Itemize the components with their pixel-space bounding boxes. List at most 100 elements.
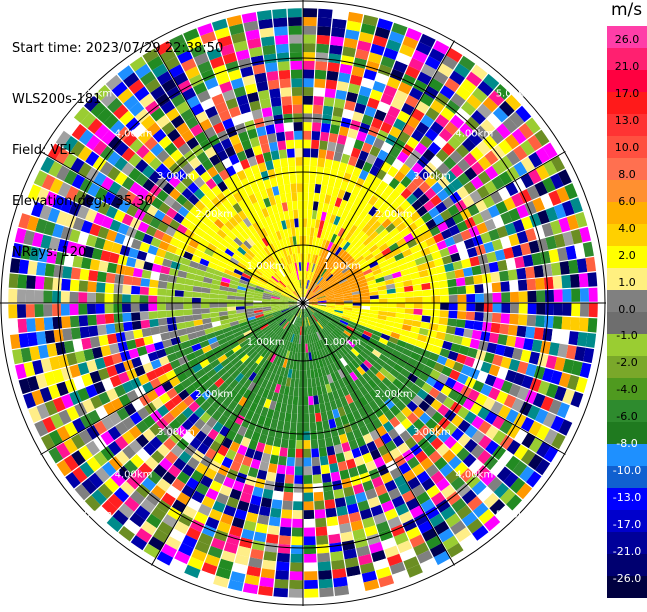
velocity-gate <box>292 360 297 370</box>
velocity-gate <box>149 157 163 171</box>
velocity-gate <box>578 273 589 288</box>
velocity-gate <box>110 195 124 209</box>
velocity-gate <box>238 282 248 288</box>
velocity-gate <box>247 91 260 103</box>
velocity-gate <box>554 386 567 402</box>
velocity-gate <box>205 178 217 190</box>
velocity-gate <box>100 91 117 107</box>
velocity-gate <box>115 186 129 200</box>
velocity-gate <box>328 322 337 329</box>
velocity-gate <box>393 205 405 217</box>
velocity-gate <box>267 463 278 474</box>
velocity-gate <box>256 317 266 324</box>
velocity-gate <box>183 291 193 298</box>
velocity-gate <box>361 223 372 234</box>
velocity-gate <box>195 430 207 443</box>
velocity-gate <box>313 395 319 405</box>
velocity-gate <box>327 275 335 283</box>
velocity-gate <box>46 250 58 264</box>
velocity-gate <box>406 526 421 540</box>
velocity-gate <box>482 195 495 209</box>
velocity-gate <box>374 345 384 354</box>
velocity-gate <box>353 196 363 207</box>
velocity-gate <box>52 277 62 291</box>
velocity-gate <box>315 341 321 351</box>
velocity-gate <box>358 220 367 231</box>
velocity-gate <box>299 317 302 327</box>
velocity-gate <box>305 317 308 327</box>
velocity-gate <box>316 321 324 329</box>
velocity-gate <box>78 280 89 292</box>
velocity-gate <box>99 145 115 161</box>
velocity-gate <box>355 158 366 170</box>
velocity-gate <box>282 394 289 404</box>
velocity-gate <box>70 157 85 174</box>
velocity-gate <box>279 357 285 367</box>
velocity-gate <box>303 288 306 298</box>
velocity-gate <box>291 413 298 423</box>
velocity-gate <box>176 471 191 485</box>
velocity-gate <box>313 227 319 238</box>
velocity-gate <box>303 183 309 193</box>
velocity-gate <box>368 287 378 293</box>
velocity-gate <box>250 183 260 194</box>
velocity-gate <box>283 289 291 295</box>
velocity-gate <box>244 297 254 301</box>
velocity-gate <box>286 332 292 342</box>
velocity-gate <box>271 344 279 354</box>
velocity-gate <box>303 200 308 210</box>
velocity-gate <box>128 167 142 182</box>
velocity-gate <box>220 358 231 368</box>
velocity-gate <box>248 337 258 346</box>
velocity-gate <box>508 233 520 247</box>
velocity-gate <box>346 273 355 281</box>
velocity-gate <box>365 488 378 500</box>
velocity-gate <box>378 353 389 363</box>
velocity-gate <box>186 477 200 491</box>
velocity-gate <box>392 158 404 171</box>
velocity-gate <box>333 225 342 236</box>
velocity-gate <box>229 23 245 36</box>
velocity-gate <box>383 184 395 196</box>
velocity-gate <box>408 331 419 340</box>
velocity-gate <box>187 169 200 182</box>
velocity-gate <box>147 55 164 71</box>
velocity-gate <box>282 247 288 257</box>
velocity-gate <box>290 324 295 334</box>
velocity-gate <box>269 382 277 392</box>
velocity-gate <box>353 217 363 228</box>
velocity-gate <box>424 187 437 200</box>
velocity-gate <box>23 230 35 246</box>
velocity-gate <box>413 308 423 315</box>
velocity-gate <box>404 436 417 449</box>
velocity-gate <box>480 383 493 397</box>
velocity-gate <box>261 325 270 333</box>
velocity-gate <box>140 71 156 86</box>
velocity-gate <box>48 447 64 464</box>
velocity-gate <box>445 270 456 280</box>
velocity-gate <box>418 193 430 206</box>
velocity-gate <box>284 331 290 341</box>
velocity-gate <box>260 568 275 579</box>
velocity-gate <box>56 165 70 182</box>
velocity-gate <box>187 222 199 233</box>
velocity-gate <box>241 327 251 334</box>
velocity-gate <box>375 276 385 283</box>
velocity-gate <box>459 123 474 138</box>
velocity-gate <box>123 460 138 475</box>
velocity-gate <box>405 65 420 79</box>
velocity-gate <box>383 387 394 399</box>
velocity-gate <box>148 311 158 320</box>
velocity-gate <box>211 410 223 422</box>
velocity-gate <box>339 433 349 444</box>
velocity-gate <box>43 371 56 386</box>
velocity-gate <box>296 280 300 289</box>
velocity-gate <box>160 48 177 63</box>
velocity-gate <box>373 199 384 210</box>
velocity-gate <box>165 226 177 237</box>
velocity-gate <box>363 579 380 591</box>
velocity-gate <box>306 317 310 326</box>
velocity-gate <box>364 105 377 118</box>
velocity-gate <box>356 243 366 252</box>
velocity-gate <box>177 79 193 94</box>
